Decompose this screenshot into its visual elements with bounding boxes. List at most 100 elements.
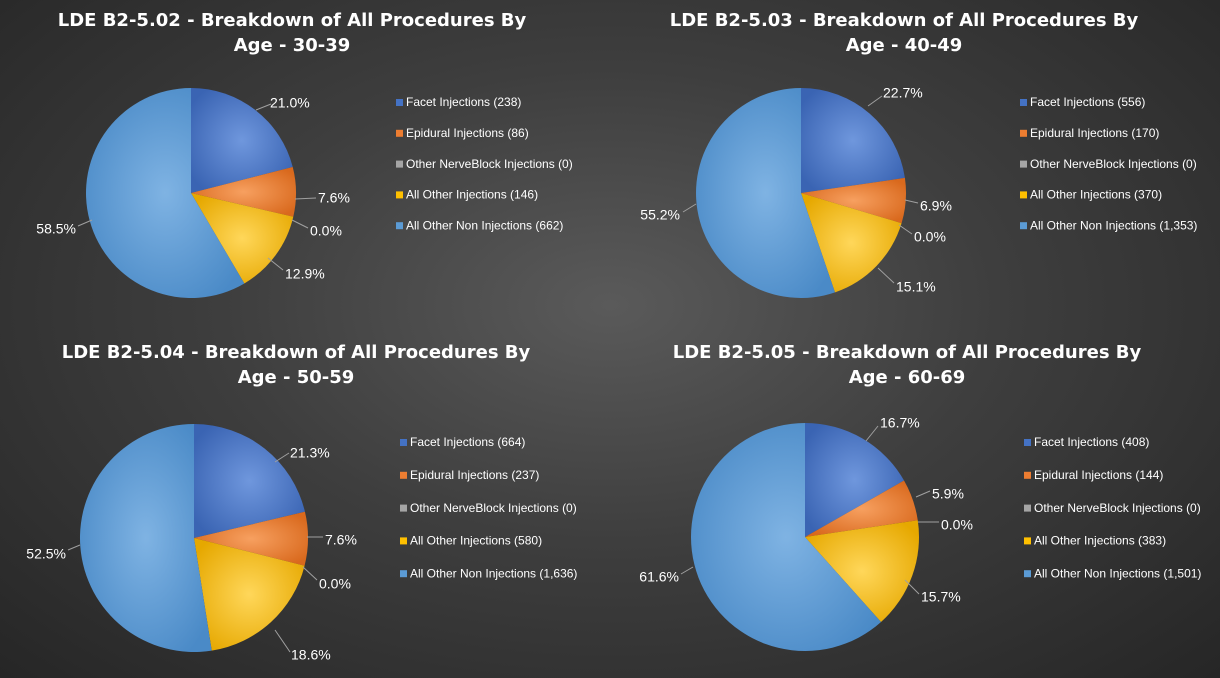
pie-slice [194, 538, 305, 651]
legend-label: All Other Non Injections (1,353) [1030, 218, 1197, 232]
legend-swatch [1024, 537, 1031, 545]
leader-line [77, 219, 93, 227]
leader-line [267, 257, 284, 271]
legend-swatch [1020, 222, 1027, 230]
data-label: 0.0% [941, 517, 973, 533]
legend-label: All Other Injections (146) [406, 188, 538, 202]
pie-chart-3: LDE B2-5.04 - Breakdown of All Procedure… [26, 342, 577, 663]
chart-title-line1: LDE B2-5.03 - Breakdown of All Procedure… [670, 10, 1139, 31]
pie-slice [191, 193, 294, 284]
legend-label: Facet Injections (664) [410, 435, 525, 449]
legend-label: Facet Injections (238) [406, 95, 521, 109]
chart-title-line1: LDE B2-5.02 - Breakdown of All Procedure… [58, 10, 527, 31]
legend-swatch [396, 99, 403, 106]
pie-slice [801, 177, 907, 224]
pie-slice [805, 423, 905, 537]
pie-chart-2: LDE B2-5.03 - Breakdown of All Procedure… [640, 10, 1197, 298]
leader-line [915, 490, 931, 498]
leader-line [67, 544, 81, 551]
legend-label: All Other Injections (370) [1030, 188, 1162, 202]
pie-slice [85, 87, 245, 298]
data-label: 15.7% [921, 589, 961, 605]
legend-label: Epidural Injections (170) [1030, 126, 1159, 140]
legend-label: Other NerveBlock Injections (0) [1034, 501, 1201, 515]
leader-line [680, 566, 694, 575]
legend-swatch [400, 471, 407, 479]
chart-title-line1: LDE B2-5.05 - Breakdown of All Procedure… [673, 342, 1142, 363]
leader-line [274, 629, 291, 653]
pie-slice [805, 480, 918, 537]
leader-line [865, 425, 879, 442]
legend-label: All Other Non Injections (662) [406, 218, 563, 232]
legend-swatch [1020, 129, 1027, 137]
data-label: 7.6% [318, 190, 350, 206]
legend-swatch [400, 504, 407, 512]
data-label: 0.0% [319, 576, 351, 592]
pie-slice [194, 511, 309, 566]
leader-line [302, 566, 318, 581]
legend-label: All Other Injections (580) [410, 534, 542, 548]
legend-label: All Other Non Injections (1,501) [1034, 566, 1201, 580]
legend-swatch [1024, 471, 1031, 479]
pie-slice [805, 520, 919, 622]
pie-slice [801, 88, 905, 193]
pie-slice [690, 422, 882, 651]
leader-line [898, 224, 913, 235]
pie-chart-1: LDE B2-5.02 - Breakdown of All Procedure… [36, 10, 573, 298]
leader-line [291, 219, 309, 229]
legend-swatch [396, 222, 403, 230]
data-label: 7.6% [325, 532, 357, 548]
leader-line [877, 267, 895, 284]
pie-slice [696, 88, 835, 298]
data-label: 15.1% [896, 279, 936, 295]
pie-chart-4: LDE B2-5.05 - Breakdown of All Procedure… [639, 342, 1201, 651]
pie-slice [801, 193, 902, 293]
legend-swatch [396, 191, 403, 199]
data-label: 6.9% [920, 198, 952, 214]
leader-line [274, 452, 290, 463]
legend-swatch [1020, 99, 1027, 106]
data-label: 55.2% [640, 207, 680, 223]
leader-line [294, 197, 317, 200]
legend-label: All Other Non Injections (1,636) [410, 566, 577, 580]
data-label: 18.6% [291, 647, 331, 663]
legend-swatch [1024, 439, 1031, 446]
pie-slice [194, 424, 305, 538]
legend-swatch [1020, 191, 1027, 199]
legend-label: Other NerveBlock Injections (0) [1030, 157, 1197, 171]
pie-slice [191, 88, 293, 193]
data-label: 21.0% [270, 95, 310, 111]
chart-title-line2: Age - 60-69 [849, 367, 966, 388]
chart-title-line2: Age - 30-39 [234, 35, 351, 56]
legend-label: Epidural Injections (86) [406, 126, 529, 140]
leader-line [904, 199, 919, 204]
data-label: 52.5% [26, 546, 66, 562]
chart-title-line2: Age - 40-49 [846, 35, 963, 56]
leader-line [867, 95, 883, 107]
legend-swatch [400, 570, 407, 578]
legend-label: Epidural Injections (144) [1034, 468, 1163, 482]
legend-swatch [400, 537, 407, 545]
data-label: 61.6% [639, 569, 679, 585]
pie-slice [191, 167, 296, 217]
chart-title-line1: LDE B2-5.04 - Breakdown of All Procedure… [62, 342, 531, 363]
leader-line [255, 103, 272, 111]
leader-line [682, 203, 697, 213]
data-label: 16.7% [880, 415, 920, 431]
pie-slice [79, 424, 212, 652]
legend-swatch [396, 129, 403, 137]
data-label: 0.0% [914, 229, 946, 245]
legend-label: Epidural Injections (237) [410, 468, 539, 482]
leader-line [904, 579, 920, 595]
data-label: 12.9% [285, 266, 325, 282]
data-label: 0.0% [310, 223, 342, 239]
legend-label: Other NerveBlock Injections (0) [406, 157, 573, 171]
legend-swatch [1024, 570, 1031, 578]
legend-swatch [396, 160, 403, 168]
legend-swatch [1024, 504, 1031, 512]
legend-swatch [400, 439, 407, 446]
data-label: 21.3% [290, 445, 330, 461]
data-label: 22.7% [883, 85, 923, 101]
